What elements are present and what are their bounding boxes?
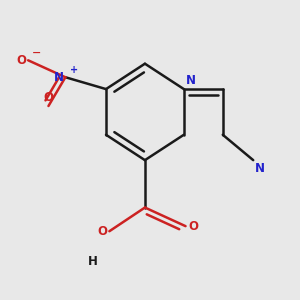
Text: N: N	[255, 162, 265, 175]
Text: H: H	[88, 255, 98, 268]
Text: N: N	[54, 71, 64, 84]
Text: O: O	[44, 91, 53, 104]
Text: O: O	[16, 54, 26, 67]
Text: −: −	[32, 48, 41, 58]
Text: O: O	[188, 220, 198, 232]
Text: +: +	[70, 65, 78, 76]
Text: O: O	[98, 225, 108, 238]
Text: N: N	[185, 74, 196, 87]
